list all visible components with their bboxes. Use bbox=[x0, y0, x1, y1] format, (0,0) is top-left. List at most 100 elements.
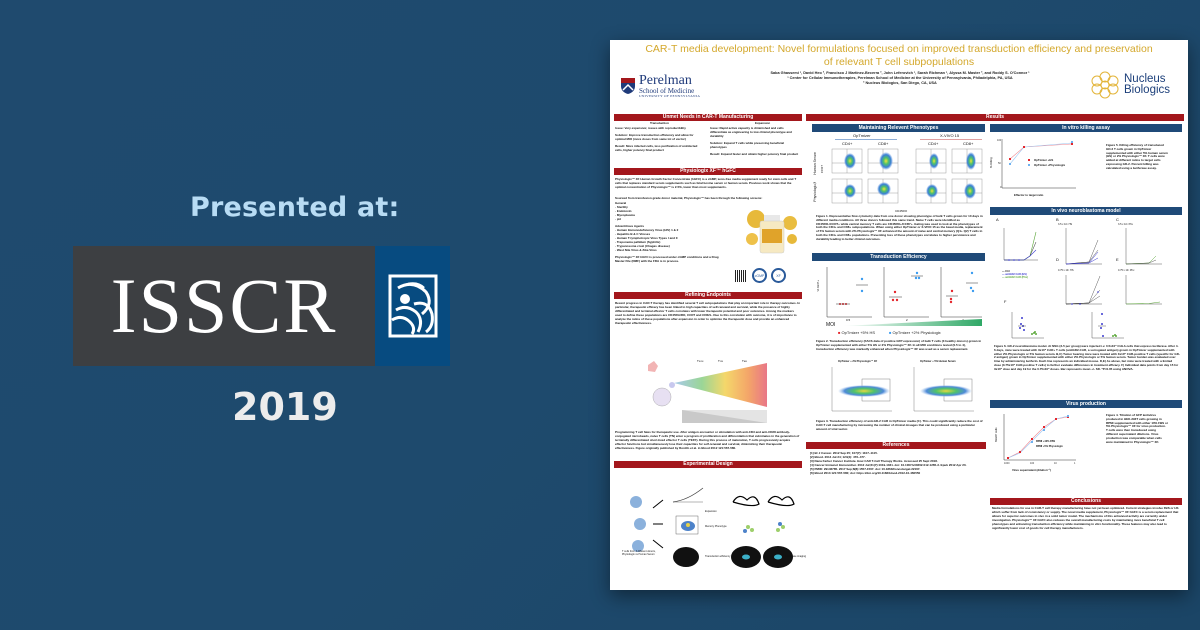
section-unmet-needs-header: Unmet Needs in CAR-T Manufacturing bbox=[614, 114, 802, 121]
legend-car-hs: antiGD2 CAR (HS) bbox=[1005, 273, 1027, 276]
panel-c-title: 3.5 x 10⁶ Phx bbox=[1118, 223, 1133, 226]
legend-car-phx: antiGD2 CAR (Phx) bbox=[1005, 276, 1028, 279]
in-vivo-charts bbox=[1003, 228, 1162, 339]
section-maintaining-phenotypes-header: Maintaining Relevent Phenotypes bbox=[812, 124, 985, 132]
references-list: [1] Br J Cancer. 2012 Sep 25; 107(7): 11… bbox=[810, 451, 985, 475]
perelman-name: Perelman bbox=[639, 72, 692, 88]
reference-item: [4] Cancer Immunol Immunother. 2012 Jul;… bbox=[810, 463, 967, 467]
nucleus-biologics-logo: Nucleus Biologics bbox=[1090, 68, 1180, 102]
panel-d-title: 0.75 x 10⁶ HS bbox=[1058, 269, 1074, 272]
legend-physiologix: ■ OpTmizer +2% Physiologix bbox=[889, 330, 941, 335]
screen-item: Mycoplasma bbox=[616, 213, 635, 217]
nucleus-flower-icon bbox=[1091, 71, 1119, 99]
section-virus-production-header: Virus production bbox=[990, 400, 1182, 408]
isscr-wordmark: ISSCR bbox=[73, 246, 375, 366]
transduction-efficiency-chart: 0.5 2 4 bbox=[826, 267, 982, 321]
section-refining-endpoints-header: Refining Endpoints bbox=[614, 292, 802, 299]
physiologix-cgmp-note: Physiologix™ XF hGFC is processed under … bbox=[615, 255, 719, 263]
reference-item: [3] Dana Farber Cancer Institute. How CA… bbox=[810, 459, 938, 463]
flow-cytometry-grid bbox=[831, 148, 983, 204]
unmet-right-item: Issue: Rapid active capacity is diminish… bbox=[710, 126, 792, 138]
virus-legend-fbs: RPMI +10% FBS bbox=[1036, 440, 1056, 443]
refining-endpoints-text: Recent progress in CAR-T therapy has ide… bbox=[615, 301, 801, 325]
unmet-left-item: Solution: Improve transduction efficienc… bbox=[615, 133, 694, 141]
moi-gradient-wedge bbox=[842, 319, 982, 326]
conclusions-text: Media formulations for use in CAR-T cell… bbox=[992, 506, 1179, 530]
screen-item: pH bbox=[616, 217, 621, 221]
affiliation-1: ¹ Center for Cellular Immunotherapies, P… bbox=[787, 76, 1013, 80]
section-in-vitro-killing-header: In vitro killing assay bbox=[990, 124, 1182, 132]
section-in-vivo-header: In vivo neuroblastoma model bbox=[990, 207, 1182, 215]
svg-text:TCM: TCM bbox=[718, 359, 723, 363]
group-optmizer: OpTmizer bbox=[853, 133, 871, 138]
panel-e-title: 0.75 x 10⁶ Phx bbox=[1118, 269, 1135, 272]
col-cd8-optmizer: CD8+ bbox=[878, 141, 889, 146]
figure-2-caption: Figure 2. Transduction efficiency (FACS … bbox=[816, 339, 982, 351]
reference-item: [2] Blood. 2014 Jul 24; 124(4): 476–477. bbox=[810, 455, 866, 459]
cgmp-badge: cGMP bbox=[752, 268, 767, 283]
presented-at-heading: Presented at: bbox=[190, 192, 400, 223]
perelman-logo: Perelman School of Medicine UNIVERSITY O… bbox=[620, 70, 710, 102]
section-results-header: Results bbox=[806, 114, 1184, 121]
screen-item: Human T-lymphotropic Virus Types I and I… bbox=[616, 236, 678, 240]
exp-label-donors: T cells from 3 different donors, Physiol… bbox=[622, 550, 656, 556]
panel-c-label: C bbox=[1116, 217, 1119, 222]
screen-item: Sterility bbox=[616, 205, 628, 209]
panel-e-label: E bbox=[1116, 257, 1119, 262]
optmizer-underline bbox=[835, 139, 897, 140]
poster-title-line1: CAR-T media development: Novel formulati… bbox=[645, 43, 1153, 55]
unmet-left-item: Issue: Very expensive; issues with repro… bbox=[615, 126, 686, 130]
general-label: General bbox=[615, 201, 627, 205]
unmet-right-item: Result: Expand faster and obtain higher … bbox=[710, 152, 799, 156]
screen-item: Trypanosoma cruzi (Chagas disease) bbox=[616, 244, 670, 248]
x-axis-cd45ro: CD45RO bbox=[895, 209, 908, 213]
flow-title-physiologix: OpTmizer + 2% Physiologix™ XF bbox=[838, 360, 878, 363]
poster-title-line2: of relevant T cell subpopulations bbox=[823, 56, 975, 68]
section-experimental-design-header: Experimental Design bbox=[614, 461, 802, 468]
perelman-university: UNIVERSITY OF PENNSYLVANIA bbox=[639, 93, 701, 98]
svg-text:50: 50 bbox=[998, 162, 1001, 165]
svg-text:TEM: TEM bbox=[742, 359, 747, 363]
virus-x-label: Virus supernatant (dilution⁻¹) bbox=[1012, 468, 1051, 472]
exp-label-expansion: Expansion bbox=[705, 510, 717, 513]
figure-3-caption: Figure 3. Transduction efficiency of ant… bbox=[816, 419, 983, 431]
killing-legend-hs: OpTmizer +HS bbox=[1034, 158, 1054, 162]
section-transduction-efficiency-header: Transduction Efficiency bbox=[812, 253, 985, 261]
physiologix-screens-list: General - Sterility - Endotoxin - Mycopl… bbox=[615, 201, 725, 263]
svg-text:10: 10 bbox=[1054, 462, 1057, 465]
perelman-subtitle: School of Medicine bbox=[639, 86, 695, 95]
nucleus-line2: Biologics bbox=[1124, 84, 1171, 96]
in-vitro-killing-chart: 100 50 0 % Killing bbox=[989, 139, 1076, 189]
unmet-left-list: Issue: Very expensive; issues with repro… bbox=[615, 126, 703, 152]
transduction-legend: ■ OpTmizer +5% HS ■ OpTmizer +2% Physiol… bbox=[838, 330, 941, 335]
legend-ctrl: Ctrl bbox=[1005, 270, 1010, 273]
poster-title: CAR-T media development: Novel formulati… bbox=[618, 43, 1180, 69]
screen-item: Human Immunodeficiency Virus (HIV) 1 & 2 bbox=[616, 228, 679, 232]
legend-phx-label: OpTmizer +2% Physiologix bbox=[892, 330, 941, 335]
svg-text:4: 4 bbox=[962, 318, 964, 321]
flow-title-hs: OpTmizer + 5% Human Serum bbox=[920, 360, 956, 363]
conference-year: 2019 bbox=[232, 385, 338, 429]
svg-text:100: 100 bbox=[1030, 462, 1035, 465]
y-axis-ccr7: CCR7 bbox=[820, 165, 824, 174]
poster-authors: Saba Ghassemi ¹, David Heo ², Francisco … bbox=[770, 71, 1030, 86]
legend-hs-label: OpTmizer +5% HS bbox=[841, 330, 875, 335]
exp-label-memory-phenotype: Memory Phenotype bbox=[705, 525, 727, 528]
unmet-left-item: Result: More infected cells, less purifi… bbox=[615, 144, 698, 152]
blue-square-icon: ■ bbox=[889, 330, 892, 335]
svg-text:1: 1 bbox=[1074, 462, 1076, 465]
gfp-y-label: % GFP+ bbox=[816, 280, 820, 292]
panel-a-label: A bbox=[996, 217, 999, 222]
killing-legend-phx: OpTmizer +Physiologix bbox=[1034, 163, 1066, 167]
screen-item: West Nile Virus & Zika Virus bbox=[616, 248, 657, 252]
xvivo-underline bbox=[920, 139, 982, 140]
row-physiologix: Physiologix™ bbox=[813, 180, 817, 202]
panel-d-label: D bbox=[1056, 257, 1059, 262]
panel-f-label: F bbox=[1004, 299, 1007, 304]
killing-x-label: Effector to target ratio bbox=[1014, 193, 1044, 197]
figure-5-caption: Figure 5. Killing efficiency of transduc… bbox=[1106, 143, 1168, 170]
reference-item: [1] Br J Cancer. 2012 Sep 25; 107(7): 11… bbox=[810, 451, 878, 455]
reference-item: [5] PMID: 29146785. 2017 Sep;8(8):1557-1… bbox=[810, 467, 921, 471]
reference-item: [6] Blood 2013 121:567-580; doi: https:/… bbox=[810, 471, 921, 475]
svg-text:100: 100 bbox=[997, 139, 1002, 142]
